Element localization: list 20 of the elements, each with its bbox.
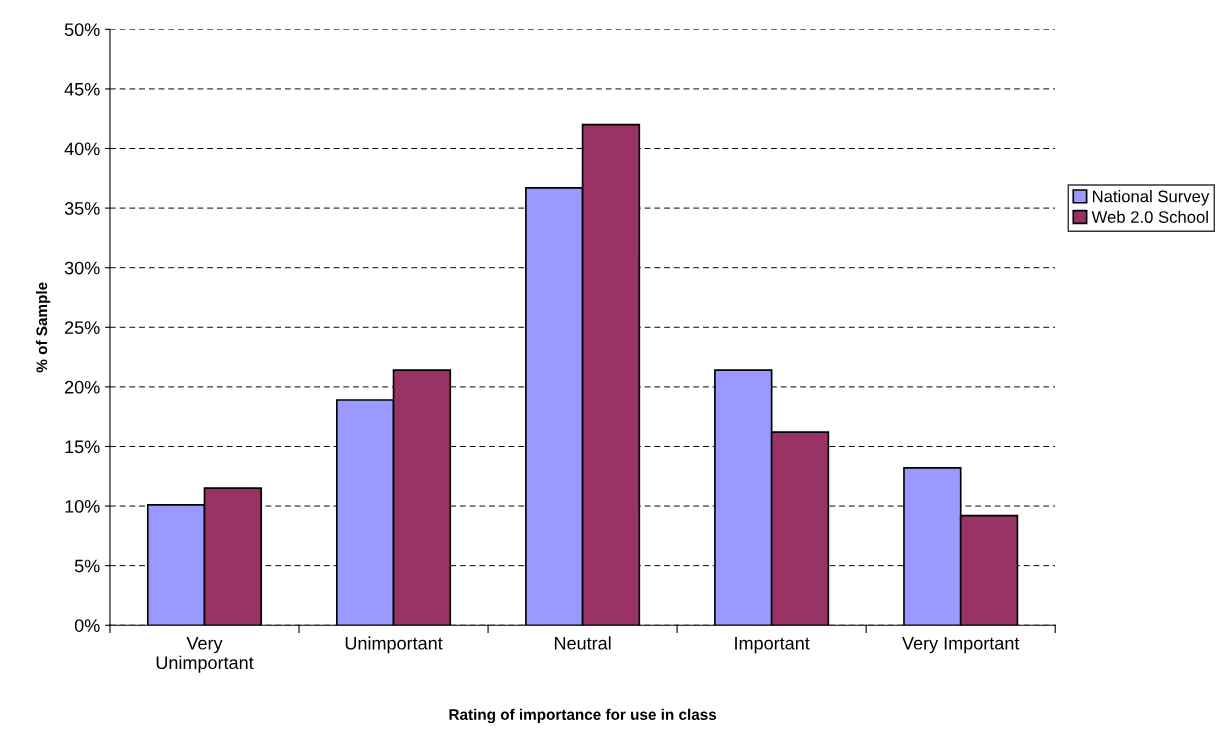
- x-tick-label: Neutral: [554, 636, 611, 650]
- y-tick-label: 10%: [65, 500, 100, 513]
- x-tick-label: Important: [735, 637, 810, 654]
- y-tick-label: 45%: [64, 82, 100, 96]
- x-tick-label: Unimportant: [345, 636, 443, 654]
- y-tick-label: 25%: [65, 321, 100, 334]
- y-tick-label: 5%: [74, 559, 100, 573]
- y-tick-label: 40%: [64, 142, 100, 156]
- x-tick-label: Very Important: [902, 637, 1020, 654]
- legend-label: Web 2.0 School: [1091, 210, 1208, 223]
- y-tick-label: 30%: [64, 261, 100, 275]
- legend-label: National Survey: [1092, 190, 1210, 206]
- y-axis-title: % of Sample: [35, 282, 51, 373]
- x-tick-label: Very Unimportant: [156, 637, 254, 673]
- x-axis-title: Rating of importance for use in class: [449, 708, 717, 724]
- y-tick-label: 50%: [64, 23, 100, 37]
- y-tick-label: 20%: [65, 380, 100, 394]
- y-tick-label: 15%: [65, 440, 100, 454]
- y-tick-label: 35%: [64, 202, 100, 215]
- y-tick-label: 0%: [74, 619, 100, 632]
